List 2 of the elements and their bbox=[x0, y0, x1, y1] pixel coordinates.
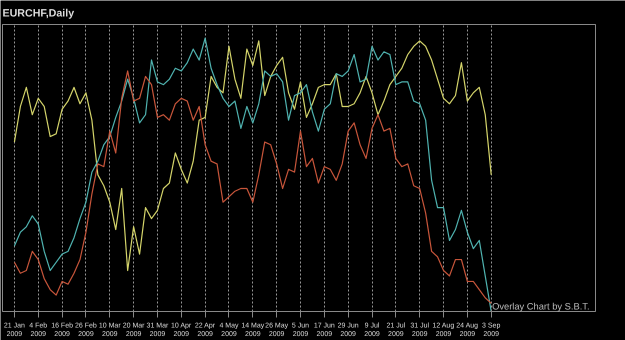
annotation: Overlay Chart by S.B.T. bbox=[492, 302, 590, 312]
chart-title: EURCHF,Daily bbox=[2, 8, 74, 20]
